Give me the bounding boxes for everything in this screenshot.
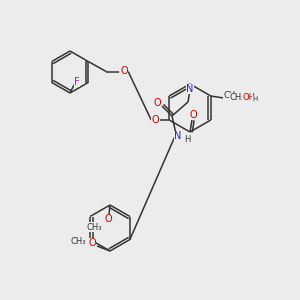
Text: O: O [104,214,112,224]
Text: CH₃: CH₃ [86,223,102,232]
Text: CH₂: CH₂ [230,94,245,103]
Text: N: N [174,131,182,141]
Text: O: O [120,67,128,76]
Text: CH: CH [225,92,237,100]
Text: H: H [184,134,190,143]
Text: F: F [74,77,80,87]
Text: H: H [253,96,258,102]
Text: O: O [153,98,161,108]
Text: O: O [152,115,159,125]
Text: N: N [186,84,194,94]
Text: CH₂: CH₂ [223,92,239,100]
Text: 2: 2 [237,97,241,103]
Text: O: O [189,110,197,120]
Text: CH₃: CH₃ [70,236,86,245]
Text: O: O [88,238,96,248]
Text: OH: OH [243,94,256,103]
